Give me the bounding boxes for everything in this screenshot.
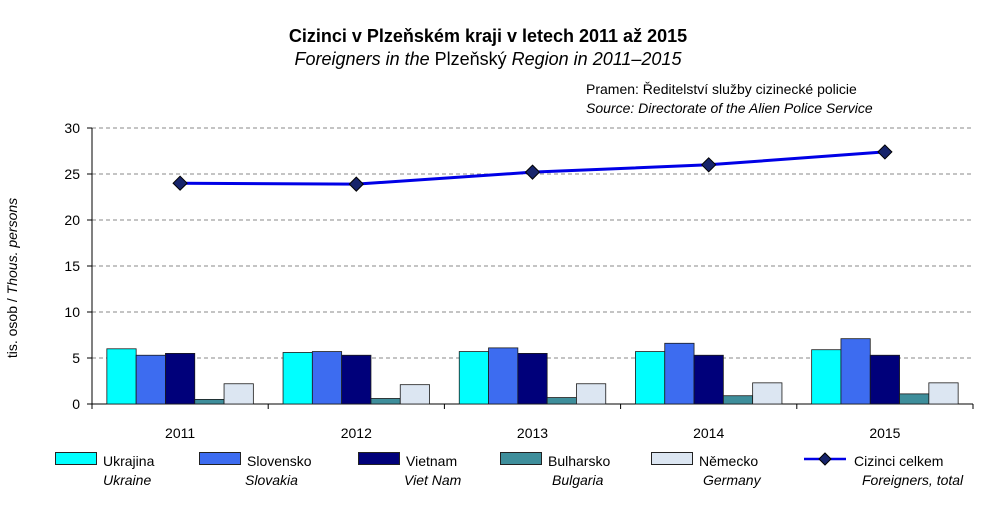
legend-label-en: Foreigners, total [862, 472, 964, 488]
legend-label: Německo [699, 453, 759, 469]
subtitle-part-1: Foreigners in the [294, 49, 435, 69]
y-tick-label: 25 [64, 166, 80, 182]
legend-label: Cizinci celkem [854, 453, 944, 469]
chart-plot: 0 5 10 15 20 25 30 2011 2012 2013 2014 2015 [64, 120, 974, 441]
bar-vietnam [869, 354, 900, 405]
legend-label-en: Ukraine [103, 472, 152, 488]
legend-label-en: Germany [703, 472, 761, 488]
bar-slovensko [135, 354, 166, 405]
bar-ukrajina [106, 348, 137, 405]
bar-slovensko [488, 347, 519, 405]
bar-bulharsko [899, 393, 930, 405]
x-tick-label: 2014 [693, 425, 724, 441]
legend-swatch [199, 452, 241, 465]
legend-swatch [651, 452, 693, 465]
x-tick-label: 2012 [341, 425, 372, 441]
bar-vietnam [165, 352, 196, 405]
x-tick-label: 2013 [517, 425, 548, 441]
y-tick-label: 15 [64, 258, 80, 274]
bar-německo [399, 384, 430, 405]
source-en: Source: Directorate of the Alien Police … [586, 100, 873, 116]
bar-bulharsko [546, 397, 577, 405]
line-marker [348, 176, 365, 192]
bar-německo [223, 383, 254, 405]
y-tick-label: 5 [72, 350, 80, 366]
line-marker [172, 175, 188, 191]
chart-source: Pramen: Ředitelství služby cizinecké pol… [586, 80, 873, 118]
bar-ukrajina [811, 349, 842, 405]
legend-label: Slovensko [247, 453, 312, 469]
legend-label: Bulharsko [548, 453, 611, 469]
bar-ukrajina [282, 352, 313, 405]
bar-bulharsko [370, 398, 401, 405]
legend-swatch [500, 452, 542, 465]
y-tick-label: 30 [64, 120, 80, 136]
bar-německo [752, 382, 783, 405]
source-cz: Pramen: Ředitelství služby cizinecké pol… [586, 81, 857, 97]
bar-vietnam [693, 354, 724, 405]
line-marker [700, 157, 717, 173]
bar-německo [928, 382, 959, 405]
bar-slovensko [664, 342, 695, 405]
legend-swatch [358, 452, 400, 465]
chart-title: Cizinci v Plzeňském kraji v letech 2011 … [288, 26, 688, 46]
x-tick-label: 2011 [165, 425, 195, 441]
subtitle-part-2: Region in 2011–2015 [506, 49, 682, 69]
legend-line-key [804, 452, 846, 466]
bar-ukrajina [458, 351, 489, 405]
x-tick-label: 2015 [869, 425, 900, 441]
line-marker [524, 164, 541, 180]
line-marker [877, 144, 893, 160]
bar-vietnam [517, 352, 548, 405]
y-tick-label: 0 [72, 396, 80, 412]
y-tick-label: 10 [64, 304, 80, 320]
subtitle-region: Plzeňský [434, 49, 507, 69]
legend-swatch [55, 452, 97, 465]
bar-vietnam [341, 354, 372, 405]
legend-label-en: Slovakia [245, 472, 298, 488]
chart-subtitle: Foreigners in the Plzeňský Region in 201… [0, 49, 976, 70]
y-tick-label: 20 [64, 212, 80, 228]
bar-bulharsko [194, 398, 225, 405]
legend-label-en: Viet Nam [404, 472, 462, 488]
bar-bulharsko [722, 395, 754, 405]
legend-label: Ukrajina [103, 453, 155, 469]
bar-slovensko [311, 351, 343, 405]
bar-německo [576, 383, 607, 405]
legend-label-en: Bulgaria [552, 472, 604, 488]
bar-ukrajina [635, 351, 666, 405]
bar-slovensko [840, 338, 871, 405]
legend-label: Vietnam [406, 453, 458, 469]
